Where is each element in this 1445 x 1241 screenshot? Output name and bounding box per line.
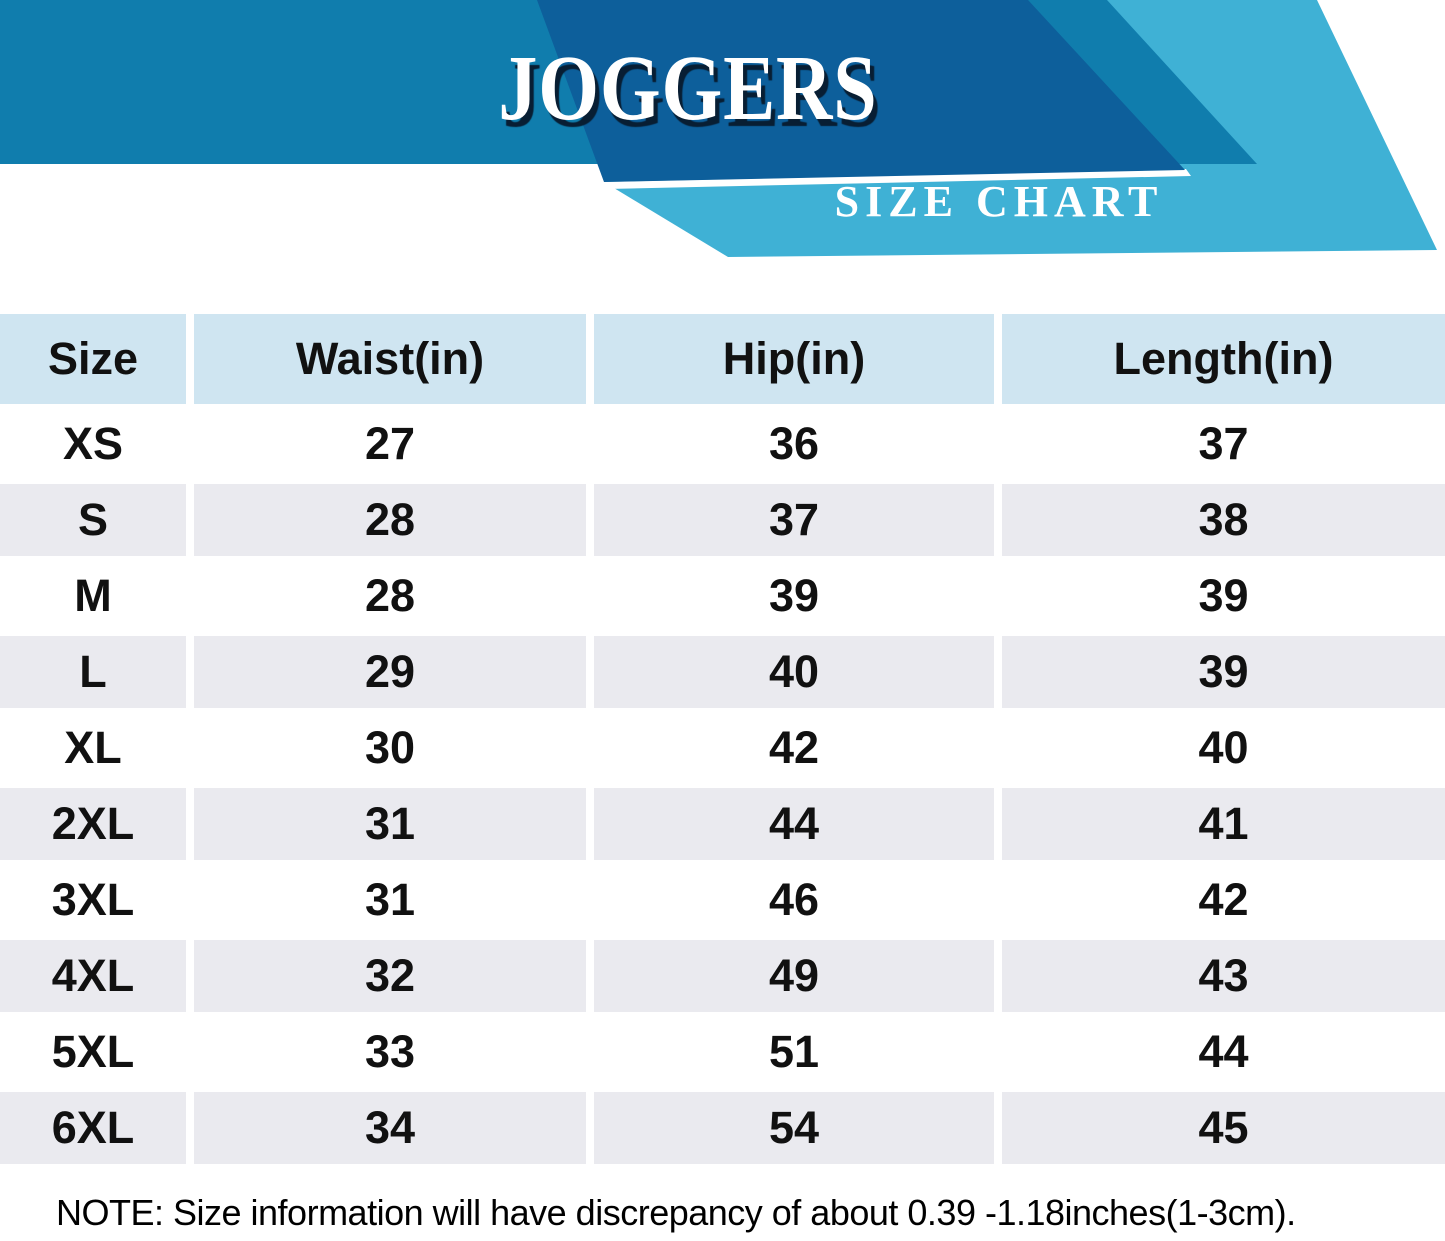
table-header-row: Size Waist(in) Hip(in) Length(in) [0, 314, 1445, 404]
waist-cell: 29 [194, 636, 586, 708]
length-cell: 41 [1002, 788, 1445, 860]
length-cell: 43 [1002, 940, 1445, 1012]
table-row: M 28 39 39 [0, 560, 1445, 632]
page-subtitle: SIZE CHART [834, 177, 1164, 226]
hip-cell: 37 [594, 484, 994, 556]
table-row: S 28 37 38 [0, 484, 1445, 556]
waist-cell: 33 [194, 1016, 586, 1088]
length-cell: 37 [1002, 408, 1445, 480]
table-row: 6XL 34 54 45 [0, 1092, 1445, 1164]
size-cell: XL [0, 712, 186, 784]
table-row: 5XL 33 51 44 [0, 1016, 1445, 1088]
length-cell: 40 [1002, 712, 1445, 784]
size-cell: 4XL [0, 940, 186, 1012]
length-cell: 44 [1002, 1016, 1445, 1088]
hip-cell: 54 [594, 1092, 994, 1164]
hip-cell: 44 [594, 788, 994, 860]
table-row: 3XL 31 46 42 [0, 864, 1445, 936]
waist-cell: 28 [194, 560, 586, 632]
table-row: 2XL 31 44 41 [0, 788, 1445, 860]
size-cell: 2XL [0, 788, 186, 860]
size-cell: 3XL [0, 864, 186, 936]
size-chart-table: Size Waist(in) Hip(in) Length(in) XS 27 36… [0, 310, 1445, 1168]
length-cell: 38 [1002, 484, 1445, 556]
table-row: 4XL 32 49 43 [0, 940, 1445, 1012]
length-cell: 39 [1002, 560, 1445, 632]
page-title: JOGGERS [498, 37, 878, 140]
hip-cell: 51 [594, 1016, 994, 1088]
note-text: NOTE: Size information will have discrep… [56, 1192, 1296, 1233]
size-cell: XS [0, 408, 186, 480]
waist-cell: 28 [194, 484, 586, 556]
table-row: XL 30 42 40 [0, 712, 1445, 784]
size-cell: 5XL [0, 1016, 186, 1088]
hip-cell: 42 [594, 712, 994, 784]
length-cell: 39 [1002, 636, 1445, 708]
waist-cell: 30 [194, 712, 586, 784]
header-banner: JOGGERS SIZE CHART [0, 0, 1445, 290]
waist-cell: 32 [194, 940, 586, 1012]
size-cell: M [0, 560, 186, 632]
length-cell: 45 [1002, 1092, 1445, 1164]
size-cell: S [0, 484, 186, 556]
waist-cell: 31 [194, 864, 586, 936]
waist-cell: 27 [194, 408, 586, 480]
hip-cell: 39 [594, 560, 994, 632]
length-cell: 42 [1002, 864, 1445, 936]
table-row: XS 27 36 37 [0, 408, 1445, 480]
hip-cell: 46 [594, 864, 994, 936]
table-body: XS 27 36 37 S 28 37 38 M 28 39 39 L 29 40 39 XL 30 42 40 2XL… [0, 408, 1445, 1164]
hip-cell: 36 [594, 408, 994, 480]
table-row: L 29 40 39 [0, 636, 1445, 708]
column-header-waist: Waist(in) [194, 314, 586, 404]
size-cell: 6XL [0, 1092, 186, 1164]
waist-cell: 34 [194, 1092, 586, 1164]
column-header-length: Length(in) [1002, 314, 1445, 404]
waist-cell: 31 [194, 788, 586, 860]
column-header-hip: Hip(in) [594, 314, 994, 404]
column-header-size: Size [0, 314, 186, 404]
hip-cell: 49 [594, 940, 994, 1012]
hip-cell: 40 [594, 636, 994, 708]
size-cell: L [0, 636, 186, 708]
